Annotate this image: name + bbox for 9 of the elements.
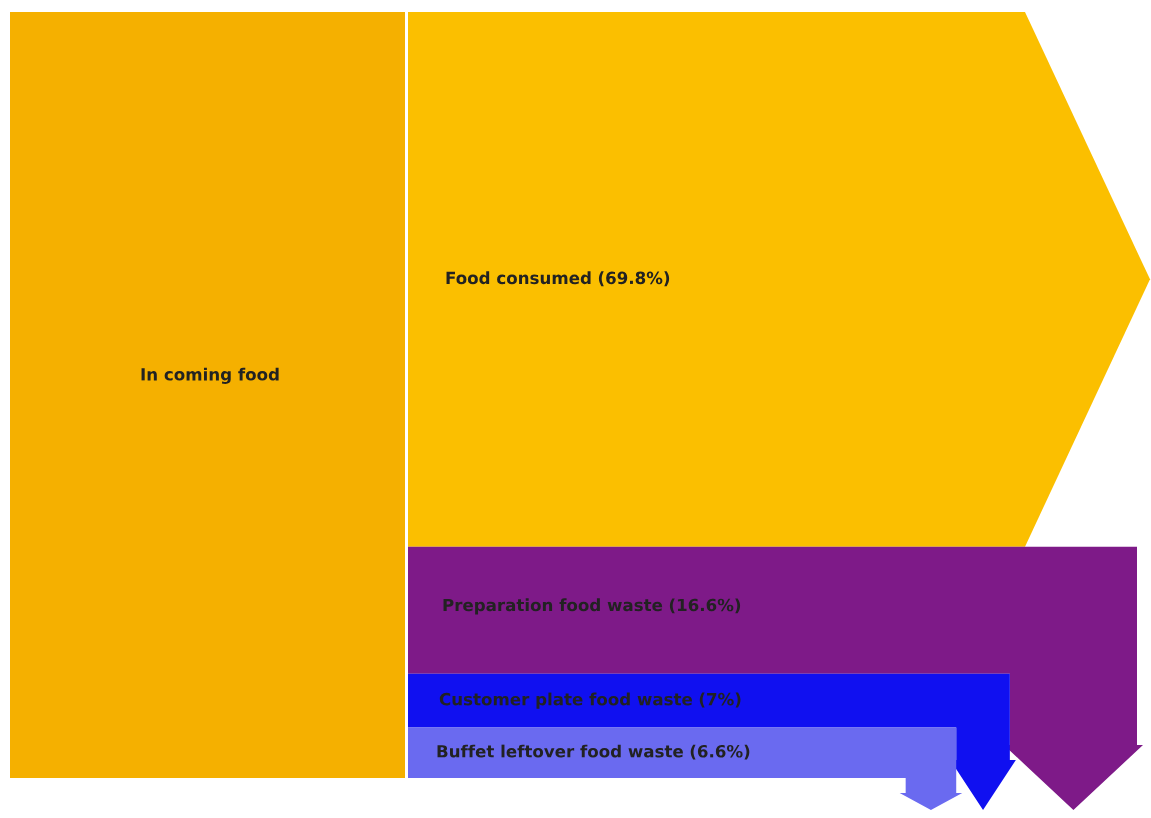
- category-label: Preparation food waste: [443, 598, 663, 615]
- data-label: (7%): [699, 692, 741, 708]
- data-label: (69.8%): [598, 271, 670, 287]
- data-label: (16.6%): [669, 598, 741, 614]
- category-label: Customer plate food waste: [439, 692, 692, 709]
- data-label: (6.6%): [690, 744, 750, 760]
- category-label: Food consumed: [446, 271, 591, 285]
- category-label: Buffet leftover food waste: [437, 744, 683, 758]
- text: In coming food: [141, 367, 279, 384]
